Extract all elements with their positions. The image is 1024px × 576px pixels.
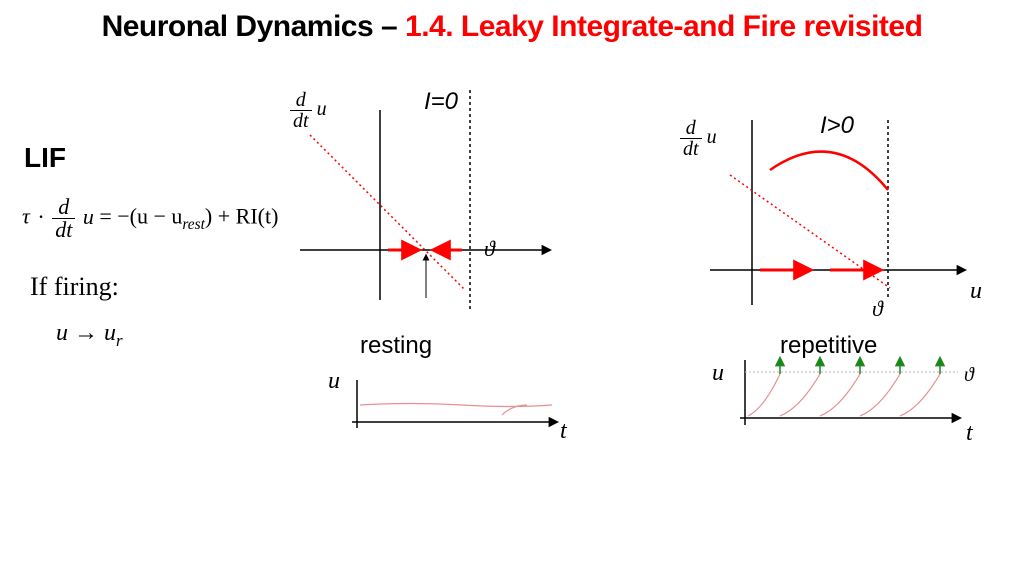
left-time-plot xyxy=(352,380,562,435)
right-t-axis: t xyxy=(966,420,973,447)
lif-header: LIF xyxy=(24,142,66,174)
eq-dot: · xyxy=(35,204,46,229)
eq-tau: τ xyxy=(22,204,30,229)
reset-eq: u → ur xyxy=(56,320,123,351)
eq-rhs2: ) + RI(t) xyxy=(205,204,279,229)
right-repetitive: repetitive xyxy=(780,332,877,360)
right-phase-plot xyxy=(710,130,980,330)
eq-rest-sub: rest xyxy=(182,216,205,233)
title-red: 1.4. Leaky Integrate-and Fire revisited xyxy=(405,10,922,43)
slide-title: Neuronal Dynamics – 1.4. Leaky Integrate… xyxy=(0,10,1024,44)
right-time-plot xyxy=(740,360,965,435)
eq-u: u xyxy=(81,204,94,229)
if-firing: If firing: xyxy=(30,272,119,302)
left-phase-plot xyxy=(300,110,570,330)
lif-equation: τ · d dt u = −(u − urest) + RI(t) xyxy=(22,196,278,241)
eq-frac: d dt xyxy=(52,196,75,241)
right-u-axis: u xyxy=(712,360,724,387)
title-black: Neuronal Dynamics – xyxy=(102,10,405,43)
eq-rhs1: = −(u − u xyxy=(99,204,182,229)
left-u-axis: u xyxy=(328,368,340,395)
left-resting: resting xyxy=(360,332,432,360)
right-theta-time: ϑ xyxy=(964,364,974,387)
